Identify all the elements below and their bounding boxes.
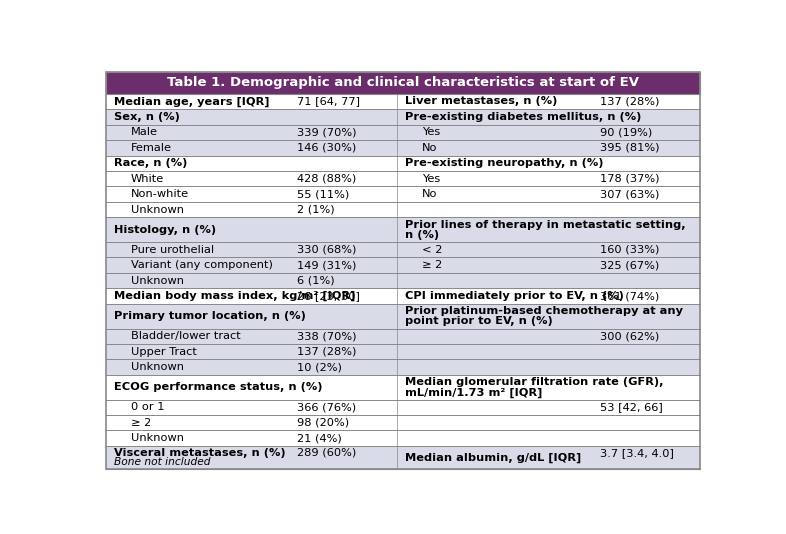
Text: No: No (421, 143, 437, 153)
Text: Bone not included: Bone not included (114, 457, 210, 467)
Text: 55 (11%): 55 (11%) (297, 189, 349, 199)
Text: Non-white: Non-white (130, 189, 189, 199)
Bar (106, 242, 700, 257)
Text: 137 (28%): 137 (28%) (297, 347, 356, 357)
Text: No: No (421, 189, 437, 199)
Text: Prior lines of therapy in metastatic setting,: Prior lines of therapy in metastatic set… (405, 219, 685, 230)
Bar (106, 155, 700, 171)
Text: Median age, years [IQR]: Median age, years [IQR] (114, 96, 270, 107)
Bar (106, 359, 700, 375)
Bar (106, 288, 700, 304)
Text: 0 or 1: 0 or 1 (130, 402, 164, 412)
Bar (106, 124, 700, 140)
Text: Liver metastases, n (%): Liver metastases, n (%) (405, 97, 557, 106)
Text: 21 (4%): 21 (4%) (297, 433, 342, 443)
Bar (106, 257, 700, 273)
Bar (106, 140, 700, 155)
Text: 90 (19%): 90 (19%) (600, 127, 652, 137)
Text: 160 (33%): 160 (33%) (600, 245, 659, 255)
Text: n (%): n (%) (405, 230, 439, 240)
Text: Yes: Yes (421, 174, 440, 184)
Text: 325 (67%): 325 (67%) (600, 260, 659, 270)
Text: Pre-existing neuropathy, n (%): Pre-existing neuropathy, n (%) (405, 158, 603, 168)
Text: Unknown: Unknown (130, 276, 184, 286)
Text: point prior to EV, n (%): point prior to EV, n (%) (405, 316, 553, 326)
Bar (106, 430, 700, 446)
Bar (106, 186, 700, 202)
Bar (106, 109, 700, 124)
Text: 3.7 [3.4, 4.0]: 3.7 [3.4, 4.0] (600, 448, 674, 458)
Text: ≥ 2: ≥ 2 (421, 260, 442, 270)
Bar (106, 202, 700, 217)
Text: Primary tumor location, n (%): Primary tumor location, n (%) (114, 311, 306, 321)
Bar (106, 375, 700, 399)
Text: mL/min/1.73 m² [IQR]: mL/min/1.73 m² [IQR] (405, 387, 542, 397)
Text: Prior platinum-based chemotherapy at any: Prior platinum-based chemotherapy at any (405, 306, 682, 316)
Text: Unknown: Unknown (130, 362, 184, 372)
Text: CPI immediately prior to EV, n (%): CPI immediately prior to EV, n (%) (405, 291, 623, 301)
Text: 71 [64, 77]: 71 [64, 77] (297, 97, 360, 106)
Text: Sex, n (%): Sex, n (%) (114, 112, 180, 122)
Bar (106, 171, 700, 186)
Text: 6 (1%): 6 (1%) (297, 276, 335, 286)
Text: Variant (any component): Variant (any component) (130, 260, 273, 270)
Text: Histology, n (%): Histology, n (%) (114, 225, 216, 234)
Text: Unknown: Unknown (130, 433, 184, 443)
Bar (106, 415, 700, 430)
Text: White: White (130, 174, 164, 184)
Text: Table 1. Demographic and clinical characteristics at start of EV: Table 1. Demographic and clinical charac… (167, 76, 639, 89)
Bar (106, 273, 700, 288)
Bar (106, 328, 700, 344)
Bar (106, 399, 700, 415)
Bar (106, 304, 700, 328)
Text: 137 (28%): 137 (28%) (600, 97, 659, 106)
Text: 289 (60%): 289 (60%) (297, 448, 356, 458)
Text: Female: Female (130, 143, 172, 153)
Text: Race, n (%): Race, n (%) (114, 158, 187, 168)
Text: 307 (63%): 307 (63%) (600, 189, 659, 199)
Text: ≥ 2: ≥ 2 (130, 418, 151, 428)
Text: Median albumin, g/dL [IQR]: Median albumin, g/dL [IQR] (405, 452, 581, 462)
Bar (106, 72, 700, 94)
Text: 53 [42, 66]: 53 [42, 66] (600, 402, 663, 412)
Text: 146 (30%): 146 (30%) (297, 143, 356, 153)
Bar (106, 217, 700, 242)
Bar (106, 94, 700, 109)
Text: 300 (62%): 300 (62%) (600, 331, 659, 341)
Text: 330 (68%): 330 (68%) (297, 245, 356, 255)
Text: Median glomerular filtration rate (GFR),: Median glomerular filtration rate (GFR), (405, 377, 663, 387)
Text: 395 (81%): 395 (81%) (600, 143, 659, 153)
Text: Pure urothelial: Pure urothelial (130, 245, 214, 255)
Text: 361 (74%): 361 (74%) (600, 291, 659, 301)
Text: Pre-existing diabetes mellitus, n (%): Pre-existing diabetes mellitus, n (%) (405, 112, 641, 122)
Text: Median body mass index, kg/m² [IQR]: Median body mass index, kg/m² [IQR] (114, 291, 355, 301)
Text: 2 (1%): 2 (1%) (297, 205, 335, 215)
Text: 338 (70%): 338 (70%) (297, 331, 356, 341)
Text: 26 [23, 30]: 26 [23, 30] (297, 291, 360, 301)
Text: 428 (88%): 428 (88%) (297, 174, 356, 184)
Text: Visceral metastases, n (%): Visceral metastases, n (%) (114, 448, 285, 458)
Text: < 2: < 2 (421, 245, 442, 255)
Bar (106, 446, 700, 469)
Text: Upper Tract: Upper Tract (130, 347, 196, 357)
Text: 178 (37%): 178 (37%) (600, 174, 659, 184)
Text: Bladder/lower tract: Bladder/lower tract (130, 331, 241, 341)
Text: 10 (2%): 10 (2%) (297, 362, 342, 372)
Text: Unknown: Unknown (130, 205, 184, 215)
Text: 339 (70%): 339 (70%) (297, 127, 356, 137)
Text: Male: Male (130, 127, 158, 137)
Text: 366 (76%): 366 (76%) (297, 402, 356, 412)
Text: Yes: Yes (421, 127, 440, 137)
Text: 98 (20%): 98 (20%) (297, 418, 349, 428)
Bar (106, 344, 700, 359)
Text: 149 (31%): 149 (31%) (297, 260, 356, 270)
Text: ECOG performance status, n (%): ECOG performance status, n (%) (114, 382, 322, 392)
